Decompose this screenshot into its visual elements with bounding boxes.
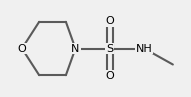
Text: NH: NH: [136, 43, 153, 54]
Text: S: S: [106, 43, 113, 54]
Text: O: O: [105, 16, 114, 26]
Text: O: O: [105, 71, 114, 81]
Text: N: N: [71, 43, 80, 54]
Text: O: O: [18, 43, 26, 54]
